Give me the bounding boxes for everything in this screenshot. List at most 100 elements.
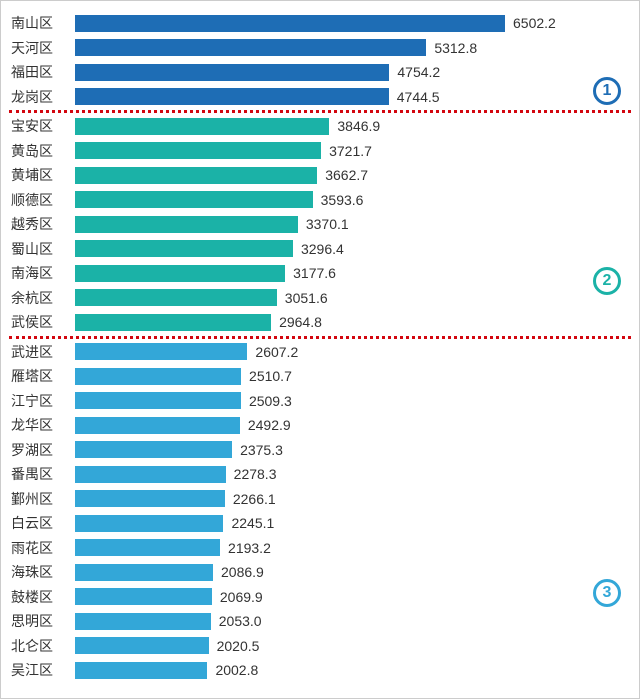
row-value: 3296.4 (301, 241, 344, 257)
bar-row: 雨花区 2193.2 (9, 536, 631, 561)
bar-wrap: 3296.4 (75, 237, 631, 262)
row-label: 番禺区 (9, 464, 75, 484)
row-label: 南山区 (9, 13, 75, 33)
row-value: 5312.8 (434, 40, 477, 56)
row-label: 雁塔区 (9, 366, 75, 386)
row-value: 2964.8 (279, 314, 322, 330)
bar-row: 蜀山区 3296.4 (9, 237, 631, 262)
row-label: 龙华区 (9, 415, 75, 435)
row-label: 宝安区 (9, 116, 75, 136)
row-value: 3177.6 (293, 265, 336, 281)
bar-row: 顺德区 3593.6 (9, 188, 631, 213)
row-value: 3051.6 (285, 290, 328, 306)
bar-row: 南海区3177.6 (9, 261, 631, 286)
row-value: 3370.1 (306, 216, 349, 232)
bar-row: 海珠区2086.9 (9, 560, 631, 585)
bar (75, 167, 317, 184)
bar-wrap: 2607.2 (75, 340, 631, 365)
bar-wrap: 2193.2 (75, 536, 631, 561)
chart-rows: 南山区6502.2天河区5312.8福田区 4754.2 龙岗区 4744.5 宝安区 3… (9, 11, 631, 683)
row-value: 4754.2 (397, 64, 440, 80)
bar (75, 216, 298, 233)
bar-wrap: 2266.1 (75, 487, 631, 512)
bar-row: 越秀区 3370.1 (9, 212, 631, 237)
row-value: 3662.7 (325, 167, 368, 183)
bar-row: 罗湖区2375.3 (9, 438, 631, 463)
row-label: 越秀区 (9, 214, 75, 234)
row-label: 顺德区 (9, 190, 75, 210)
bar-row: 宝安区 3846.9 (9, 114, 631, 139)
bar-wrap: 2053.0 (75, 609, 631, 634)
bar (75, 637, 209, 654)
row-value: 2069.9 (220, 589, 263, 605)
bar (75, 564, 213, 581)
bar-wrap: 2069.9 (75, 585, 631, 610)
row-value: 2002.8 (215, 662, 258, 678)
bar (75, 417, 240, 434)
bar (75, 314, 271, 331)
row-value: 2509.3 (249, 393, 292, 409)
bar-row: 南山区6502.2 (9, 11, 631, 36)
bar-wrap: 2375.3 (75, 438, 631, 463)
bar (75, 539, 220, 556)
bar-row: 黄岛区3721.7 (9, 139, 631, 164)
row-value: 2193.2 (228, 540, 271, 556)
bar (75, 289, 277, 306)
bar-wrap: 2510.7 (75, 364, 631, 389)
row-value: 3593.6 (321, 192, 364, 208)
bar (75, 118, 329, 135)
row-label: 思明区 (9, 611, 75, 631)
row-label: 武进区 (9, 342, 75, 362)
bar-row: 番禺区 2278.3 (9, 462, 631, 487)
row-label: 吴江区 (9, 660, 75, 680)
row-value: 3846.9 (337, 118, 380, 134)
bar-row: 武侯区 2964.8 (9, 310, 631, 335)
bar-wrap: 2245.1 (75, 511, 631, 536)
bar (75, 343, 247, 360)
row-label: 鄞州区 (9, 489, 75, 509)
district-bar-chart: 南山区6502.2天河区5312.8福田区 4754.2 龙岗区 4744.5 宝安区 3… (0, 0, 640, 699)
bar-row: 思明区 2053.0 (9, 609, 631, 634)
row-label: 黄岛区 (9, 141, 75, 161)
bar (75, 515, 223, 532)
bar-wrap: 2509.3 (75, 389, 631, 414)
bar-row: 鼓楼区2069.9 (9, 585, 631, 610)
row-value: 2266.1 (233, 491, 276, 507)
bar-row: 天河区5312.8 (9, 36, 631, 61)
bar (75, 64, 389, 81)
bar-wrap: 3051.6 (75, 286, 631, 311)
row-label: 黄埔区 (9, 165, 75, 185)
bar-row: 余杭区 3051.6 (9, 286, 631, 311)
bar-row: 龙岗区 4744.5 (9, 85, 631, 110)
bar-wrap: 4754.2 (75, 60, 631, 85)
bar-row: 鄞州区 2266.1 (9, 487, 631, 512)
bar-row: 北仑区2020.5 (9, 634, 631, 659)
tier-divider (9, 110, 631, 113)
bar-wrap: 2002.8 (75, 658, 631, 683)
bar (75, 466, 226, 483)
bar-wrap: 3662.7 (75, 163, 631, 188)
tier-badge: 3 (593, 579, 621, 607)
bar-wrap: 5312.8 (75, 36, 631, 61)
row-label: 福田区 (9, 62, 75, 82)
bar (75, 368, 241, 385)
row-label: 龙岗区 (9, 87, 75, 107)
bar-wrap: 2278.3 (75, 462, 631, 487)
row-label: 海珠区 (9, 562, 75, 582)
bar-wrap: 2492.9 (75, 413, 631, 438)
row-label: 雨花区 (9, 538, 75, 558)
row-value: 2278.3 (234, 466, 277, 482)
row-label: 余杭区 (9, 288, 75, 308)
row-value: 4744.5 (397, 89, 440, 105)
row-label: 武侯区 (9, 312, 75, 332)
row-label: 蜀山区 (9, 239, 75, 259)
bar (75, 15, 505, 32)
row-label: 罗湖区 (9, 440, 75, 460)
bar (75, 265, 285, 282)
row-label: 白云区 (9, 513, 75, 533)
row-value: 2053.0 (219, 613, 262, 629)
bar-wrap: 4744.5 (75, 85, 631, 110)
bar-row: 雁塔区2510.7 (9, 364, 631, 389)
bar-wrap: 3370.1 (75, 212, 631, 237)
bar-row: 白云区2245.1 (9, 511, 631, 536)
